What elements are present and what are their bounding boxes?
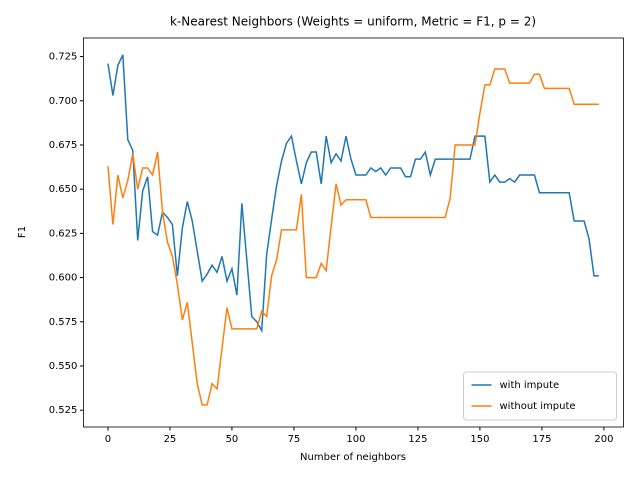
x-tick-label: 200 xyxy=(594,434,613,445)
legend-box xyxy=(463,371,617,421)
x-axis-label: Number of neighbors xyxy=(300,452,406,463)
series-line xyxy=(107,54,599,334)
y-tick-label: 0.575 xyxy=(49,317,78,328)
plot-frame xyxy=(83,37,624,428)
y-tick-label: 0.675 xyxy=(49,140,78,151)
legend-label: with impute xyxy=(500,380,560,391)
x-tick-label: 0 xyxy=(105,434,111,445)
x-tick-label: 100 xyxy=(346,434,365,445)
y-tick-label: 0.600 xyxy=(49,273,78,284)
x-tick-label: 150 xyxy=(470,434,489,445)
chart-title: k-Nearest Neighbors (Weights = uniform, … xyxy=(170,15,536,29)
y-tick-label: 0.725 xyxy=(49,52,78,63)
y-tick-label: 0.525 xyxy=(49,405,78,416)
y-axis-label: F1 xyxy=(17,226,28,238)
x-tick-label: 125 xyxy=(408,434,427,445)
legend-label: without impute xyxy=(500,401,576,412)
y-tick-label: 0.625 xyxy=(49,228,78,239)
x-tick-label: 50 xyxy=(226,434,239,445)
x-tick-label: 175 xyxy=(532,434,551,445)
y-tick-label: 0.650 xyxy=(49,184,78,195)
series-line xyxy=(107,68,599,406)
y-tick-label: 0.550 xyxy=(49,361,78,372)
x-tick-label: 75 xyxy=(288,434,301,445)
y-tick-label: 0.700 xyxy=(49,96,78,107)
x-tick-label: 25 xyxy=(164,434,177,445)
